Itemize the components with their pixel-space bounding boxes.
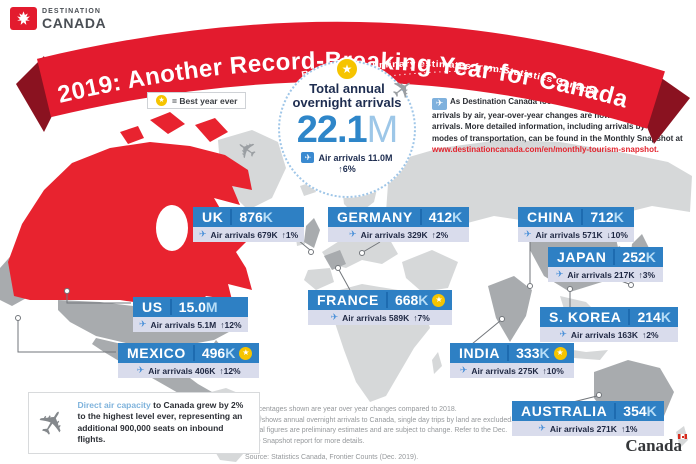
country-name: AUSTRALIA xyxy=(521,403,608,419)
note-text: As Destination Canada focuses on driving… xyxy=(432,97,683,143)
destination-canada-logo: DESTINATION CANADA xyxy=(10,7,106,30)
country-value: 333K xyxy=(516,345,550,361)
map-region-greenland xyxy=(218,130,286,210)
country-name: CHINA xyxy=(527,209,575,225)
country-name: FRANCE xyxy=(317,292,379,308)
totals-value: 22.1M xyxy=(296,109,399,152)
country-value: 412K xyxy=(428,209,463,225)
plane-icon: ✈ xyxy=(139,319,147,329)
plane-icon: ✈ xyxy=(349,229,357,239)
air-capacity-card: ✈ Direct air capacity to Canada grew by … xyxy=(28,392,260,454)
country-value: 876K xyxy=(239,209,273,225)
country-air-arrivals: Air arrivals 679K xyxy=(210,229,278,240)
plane-icon: ✈ xyxy=(538,423,546,433)
country-name: INDIA xyxy=(459,345,501,361)
map-region-france xyxy=(324,250,346,270)
plane-icon: ✈ xyxy=(29,400,77,446)
monthly-snapshot-link[interactable]: www.destinationcanada.com/en/monthly-tou… xyxy=(432,145,659,155)
best-year-star-icon: ★ xyxy=(432,293,446,307)
country-change: ↑12% xyxy=(220,319,242,330)
country-air-arrivals: Air arrivals 275K xyxy=(471,365,539,376)
plane-icon: ✈ xyxy=(301,152,315,164)
country-callout-india: INDIA 333K ★ ✈ Air arrivals 275K ↑10% xyxy=(450,343,574,378)
best-year-star-icon: ★ xyxy=(553,346,567,360)
plane-icon: ✈ xyxy=(524,229,532,239)
country-callout-china: CHINA 712K ✈ Air arrivals 571K ↓10% xyxy=(518,207,634,242)
country-callout-france: FRANCE 668K ★ ✈ Air arrivals 589K ↑7% xyxy=(308,290,453,325)
plane-icon: ✈ xyxy=(432,97,447,110)
country-name: GERMANY xyxy=(337,209,413,225)
map-region-uk xyxy=(304,218,320,248)
best-year-star-icon: ★ xyxy=(156,95,167,106)
country-name: S. KOREA xyxy=(549,309,622,325)
plane-icon: ✈ xyxy=(559,329,567,339)
country-value: 15.0M xyxy=(178,299,218,315)
capacity-highlight: Direct air capacity xyxy=(77,400,151,410)
map-region-india xyxy=(488,276,532,342)
country-change: ↑2% xyxy=(431,229,449,240)
country-change: ↑10% xyxy=(542,365,564,376)
country-name: US xyxy=(142,299,163,315)
country-change: ↓10% xyxy=(606,229,628,240)
country-air-arrivals: Air arrivals 329K xyxy=(360,229,428,240)
plane-icon: ✈ xyxy=(459,365,468,375)
logo-line2: CANADA xyxy=(42,14,107,31)
plane-icon: ✈ xyxy=(555,269,564,279)
country-value: 712K xyxy=(590,209,624,225)
source-line: Source: Statistics Canada, Frontier Coun… xyxy=(245,454,419,461)
country-value: 214K xyxy=(637,309,671,325)
country-change: ↑12% xyxy=(219,365,241,376)
canada-wordmark: Canada xyxy=(625,434,687,456)
country-name: MEXICO xyxy=(127,345,186,361)
map-connector-lines xyxy=(15,239,634,405)
country-air-arrivals: Air arrivals 217K xyxy=(567,269,635,280)
canada-flag-icon xyxy=(678,434,687,439)
country-value: 668K xyxy=(394,292,429,308)
best-year-star-icon: ★ xyxy=(239,346,253,360)
country-name: JAPAN xyxy=(557,249,607,265)
totals-change: ↑6% xyxy=(338,164,356,175)
country-value: 354K xyxy=(623,403,657,419)
footnotes: *Percentages shown are year over year ch… xyxy=(245,405,520,464)
country-callout-s-korea: S. KOREA 214K ✈ Air arrivals 163K ↑2% xyxy=(540,307,678,342)
logo-line1: DESTINATION xyxy=(42,7,102,15)
country-air-arrivals: Air arrivals 571K xyxy=(535,229,603,240)
plane-icon: ✈ xyxy=(136,365,145,375)
legend-label: = Best year ever xyxy=(172,95,238,106)
footnote-line2: Data shows annual overnight arrivals to … xyxy=(245,416,514,424)
totals-heading: Total annual overnight arrivals xyxy=(292,81,402,110)
country-callout-us: US 15.0M ✈ Air arrivals 5.1M ↑12% xyxy=(133,297,248,332)
country-air-arrivals: Air arrivals 163K xyxy=(570,329,639,340)
plane-icon: ✈ xyxy=(199,229,207,239)
country-air-arrivals: Air arrivals 271K xyxy=(549,423,617,434)
country-air-arrivals: Air arrivals 406K xyxy=(148,365,216,376)
footnote-line3: Arrival figures are preliminary estimate… xyxy=(245,427,508,445)
best-year-star-icon: ★ xyxy=(335,57,359,81)
country-name: UK xyxy=(202,209,224,225)
country-change: ↑2% xyxy=(642,329,659,340)
air-arrivals-note: ✈ As Destination Canada focuses on drivin… xyxy=(432,96,690,156)
country-change: ↑1% xyxy=(620,423,638,434)
country-air-arrivals: Air arrivals 589K xyxy=(342,312,410,323)
country-value: 252K xyxy=(622,249,656,265)
country-air-arrivals: Air arrivals 5.1M xyxy=(150,319,217,330)
maple-leaf-icon xyxy=(10,7,37,30)
capacity-text: to Canada grew by 2% to the highest leve… xyxy=(77,400,244,445)
country-value: 496K xyxy=(201,345,236,361)
country-change: ↑3% xyxy=(638,269,656,280)
country-change: ↑7% xyxy=(413,312,430,323)
country-callout-japan: JAPAN 252K ✈ Air arrivals 217K ↑3% xyxy=(548,247,663,282)
legend-best-year: ★ = Best year ever xyxy=(147,92,247,109)
country-callout-uk: UK 876K ✈ Air arrivals 679K ↑1% xyxy=(193,207,305,242)
country-change: ↑1% xyxy=(281,229,299,240)
totals-air-label: Air arrivals 11.0M xyxy=(318,152,393,163)
country-callout-mexico: MEXICO 496K ★ ✈ Air arrivals 406K ↑12% xyxy=(118,343,260,378)
plane-icon: ✈ xyxy=(330,312,339,322)
country-callout-germany: GERMANY 412K ✈ Air arrivals 329K ↑2% xyxy=(328,207,470,242)
total-arrivals-badge: ★ Total annual overnight arrivals 22.1M … xyxy=(278,57,416,198)
footnote-line1: *Percentages shown are year over year ch… xyxy=(245,406,457,413)
country-callout-australia: AUSTRALIA 354K ✈ Air arrivals 271K ↑1% xyxy=(512,401,664,436)
